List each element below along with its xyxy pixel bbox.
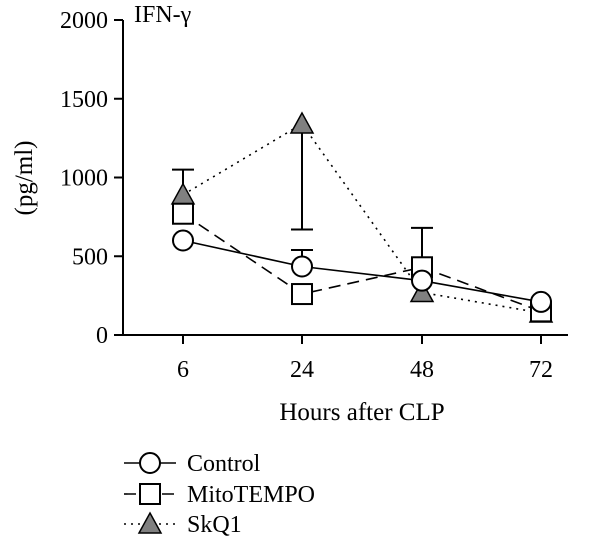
data-point (172, 229, 194, 252)
series-control (172, 229, 552, 313)
series-layer (170, 111, 554, 323)
data-point (170, 182, 196, 205)
y-axis-label: (pg/ml) (11, 141, 38, 216)
x-tick-label: 72 (529, 357, 553, 383)
legend-marker (139, 452, 161, 474)
data-point (172, 202, 194, 225)
series-skq1 (170, 111, 554, 323)
legend-label: MitoTEMPO (187, 482, 315, 508)
data-point (291, 255, 313, 278)
chart-title: IFN-γ (134, 2, 192, 28)
legend-label: Control (187, 451, 261, 477)
legend-marker (139, 483, 161, 505)
data-point (530, 290, 552, 313)
y-tick-label: 1500 (60, 87, 108, 113)
data-point (289, 111, 315, 134)
data-point (291, 283, 313, 306)
series-line (182, 122, 542, 314)
data-point (411, 269, 433, 292)
legend-item-mitotempo: MitoTEMPO (124, 482, 315, 508)
series-line (182, 239, 542, 303)
series-mitotempo (172, 202, 552, 323)
legend: Control MitoTEMPO SkQ1 (124, 451, 315, 538)
x-tick-label: 24 (290, 357, 314, 383)
x-tick-label: 6 (177, 357, 189, 383)
legend-item-control: Control (124, 451, 261, 477)
x-tick-label: 48 (410, 357, 434, 383)
legend-item-skq1: SkQ1 (124, 511, 242, 538)
x-axis-label: Hours after CLP (279, 399, 444, 426)
y-tick-label: 1000 (60, 166, 108, 192)
series-line (182, 213, 542, 313)
legend-label: SkQ1 (187, 512, 242, 538)
y-tick-label: 0 (96, 323, 108, 349)
y-tick-label: 2000 (60, 8, 108, 34)
axes: 0 500 1000 1500 2000 6 24 48 72 (60, 8, 568, 383)
legend-marker (137, 511, 163, 534)
y-tick-label: 500 (72, 244, 108, 270)
